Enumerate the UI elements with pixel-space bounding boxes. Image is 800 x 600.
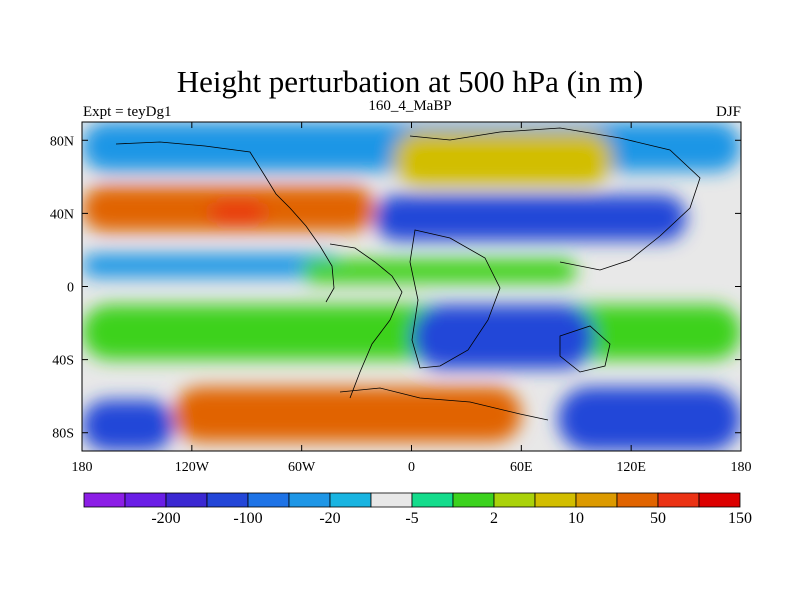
field-region-southern-blue xyxy=(411,304,595,369)
colorbar-label-0: -200 xyxy=(151,510,180,527)
x-tick-label-1: 120W xyxy=(175,460,210,475)
x-tick-label-3: 0 xyxy=(408,460,415,475)
colorbar-box-7 xyxy=(370,492,413,508)
colorbar-label-6: 50 xyxy=(650,510,666,527)
field-region-southern-green xyxy=(82,304,741,360)
y-tick-label-3: 40S xyxy=(52,354,74,369)
height-field xyxy=(82,122,741,451)
y-tick-label-0: 80N xyxy=(50,134,74,149)
colorbar-box-8 xyxy=(411,492,454,508)
x-tick-label-6: 180 xyxy=(731,460,752,475)
x-tick-label-5: 120E xyxy=(616,460,646,475)
colorbar-label-1: -100 xyxy=(233,510,262,527)
colorbar-box-5 xyxy=(288,492,331,508)
africa-coast xyxy=(409,229,501,369)
colorbar-label-5: 10 xyxy=(568,510,584,527)
field-region-southern-polar-blue xyxy=(82,399,174,451)
colorbar-box-9 xyxy=(452,492,495,508)
field-region-southern-orange xyxy=(173,387,522,442)
north-america-coast xyxy=(115,141,335,303)
colorbar-label-2: -20 xyxy=(319,510,340,527)
colorbar-box-6 xyxy=(329,492,372,508)
chart-title: Height perturbation at 500 hPa (in m) xyxy=(177,64,644,99)
south-america-coast xyxy=(329,243,403,399)
plot-area xyxy=(82,122,741,451)
x-tick-label-2: 60W xyxy=(288,460,316,475)
colorbar-box-15 xyxy=(698,492,741,508)
field-region-north-orange-core xyxy=(210,202,266,223)
colorbar-box-14 xyxy=(657,492,700,508)
season-label: DJF xyxy=(716,104,741,120)
colorbar-label-7: 150 xyxy=(728,510,752,527)
colorbar-box-12 xyxy=(575,492,618,508)
field-region-southern-polar-blue-east xyxy=(557,387,741,451)
antarctica-coast xyxy=(339,387,549,421)
field-region-tropics-green xyxy=(301,259,577,283)
colorbar: -200 -100 -20 -5 2 10 50 150 xyxy=(83,492,752,527)
field-region-tropics-north-blue xyxy=(82,253,339,278)
colorbar-box-4 xyxy=(247,492,290,508)
experiment-label: Expt = teyDg1 xyxy=(83,104,171,120)
australia-coast xyxy=(559,325,611,373)
y-tick-label-1: 40N xyxy=(50,207,74,222)
y-tick-label-4: 80S xyxy=(52,427,74,442)
coastlines xyxy=(115,127,701,421)
colorbar-box-1 xyxy=(124,492,167,508)
colorbar-box-10 xyxy=(493,492,536,508)
colorbar-box-2 xyxy=(165,492,208,508)
y-axis: 80N 40N 0 40S 80S xyxy=(50,134,741,442)
colorbar-label-3: -5 xyxy=(405,510,418,527)
colorbar-box-0 xyxy=(83,492,126,508)
field-region-north-high-yellow xyxy=(393,131,613,186)
field-region-north-midlat-blue xyxy=(374,195,687,241)
eurasia-coast xyxy=(409,127,701,271)
x-axis: 180 120W 60W 0 60E 120E 180 xyxy=(72,122,752,475)
x-tick-label-0: 180 xyxy=(72,460,93,475)
colorbar-box-3 xyxy=(206,492,249,508)
colorbar-box-13 xyxy=(616,492,659,508)
colorbar-box-11 xyxy=(534,492,577,508)
y-tick-label-2: 0 xyxy=(67,281,74,296)
period-label: 160_4_MaBP xyxy=(368,98,451,114)
colorbar-label-4: 2 xyxy=(490,510,498,527)
x-tick-label-4: 60E xyxy=(510,460,533,475)
